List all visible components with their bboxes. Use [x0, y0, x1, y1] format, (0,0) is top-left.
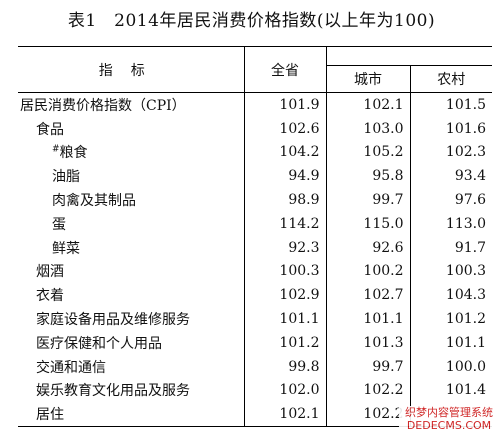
cell-province: 102.9	[244, 283, 327, 308]
footnote-mark: #	[52, 144, 60, 155]
cell-rural: 113.0	[445, 215, 486, 232]
table-row: 医疗保健和个人用品 101.2 101.3 101.1	[18, 330, 492, 355]
table-row: 娱乐教育文化用品及服务 102.0 102.2 101.4	[18, 378, 492, 403]
cell-province: 100.3	[244, 259, 327, 284]
cell-province: 101.1	[244, 307, 327, 331]
cell-city: 102.7	[326, 283, 411, 308]
cell-rural: 101.4	[445, 382, 486, 399]
row-label: 居住	[36, 407, 64, 424]
cell-province: 102.6	[244, 116, 327, 141]
table-row: 衣着 102.9 102.7 104.3	[18, 283, 492, 308]
cell-rural: 97.6	[454, 192, 486, 209]
cell-city: 101.3	[326, 330, 411, 355]
cell-city: 102.2	[326, 402, 411, 428]
cell-province: 104.2	[244, 140, 327, 165]
cell-rural: 91.7	[454, 239, 486, 256]
row-label: 食品	[36, 121, 64, 138]
cell-province: 99.8	[244, 354, 327, 379]
row-label: 娱乐教育文化用品及服务	[36, 383, 190, 400]
table-row: 蛋 114.2 115.0 113.0	[18, 211, 492, 236]
cell-city: 99.7	[326, 188, 411, 212]
table-row: 油脂 94.9 95.8 93.4	[18, 164, 492, 189]
cell-province: 92.3	[244, 235, 327, 260]
table-row: 烟酒 100.3 100.2 100.3	[18, 259, 492, 284]
cell-city: 103.0	[326, 116, 411, 141]
cell-province: 102.1	[244, 402, 327, 428]
row-label: 衣着	[36, 288, 64, 305]
header-spacer	[326, 47, 492, 66]
cell-rural: 101.6	[445, 120, 486, 137]
cell-city: 102.2	[326, 378, 411, 403]
cell-province: 101.9	[244, 92, 327, 117]
row-label: 医疗保健和个人用品	[36, 335, 162, 352]
cpi-table: 指标 全省 城市 农村 居民消费价格指数（CPI） 101.9 102.1 101.5…	[18, 46, 492, 428]
row-label: 肉禽及其制品	[52, 193, 136, 210]
row-indicator-name: 蛋	[18, 211, 245, 236]
table-row: 家庭设备用品及维修服务 101.1 101.1 101.2	[18, 307, 492, 331]
watermark-line1: 织梦内容管理系统	[405, 406, 493, 419]
row-indicator-name: 油脂	[18, 164, 245, 189]
cell-rural: 102.3	[445, 144, 486, 161]
row-indicator-name: 烟酒	[18, 259, 245, 284]
row-indicator-name: 居住	[18, 402, 245, 428]
row-indicator-name: 交通和通信	[18, 354, 245, 379]
table-row: 交通和通信 99.8 99.7 100.0	[18, 354, 492, 379]
row-label: 油脂	[52, 169, 80, 186]
row-label: 居民消费价格指数（CPI）	[20, 97, 186, 114]
row-indicator-name: #粮食	[18, 140, 245, 165]
table-body: 居民消费价格指数（CPI） 101.9 102.1 101.5 食品 102.6 103.0…	[18, 92, 492, 428]
row-label: 蛋	[52, 216, 66, 233]
cell-rural: 93.4	[454, 168, 486, 185]
cell-city: 115.0	[326, 211, 411, 236]
cell-province: 102.0	[244, 378, 327, 403]
cell-rural: 101.5	[445, 96, 486, 113]
watermark-line2: DEDECMS.COM	[406, 419, 492, 432]
cell-rural: 100.3	[445, 263, 486, 280]
cell-city: 99.7	[326, 354, 411, 379]
cell-city: 100.2	[326, 259, 411, 284]
cell-city: 101.1	[326, 307, 411, 331]
cell-rural: 101.2	[445, 311, 486, 328]
watermark-logo: 织梦内容管理系统 DEDECMS.COM	[399, 406, 499, 438]
cell-city: 95.8	[326, 164, 411, 189]
cell-rural: 104.3	[445, 287, 486, 304]
header-rural: 农村	[410, 65, 492, 93]
cell-city: 105.2	[326, 140, 411, 165]
row-label: 粮食	[59, 145, 88, 162]
row-label: 交通和通信	[36, 359, 106, 376]
cell-city: 92.6	[326, 235, 411, 260]
header-indicator: 指标	[18, 46, 245, 93]
header-city: 城市	[326, 65, 411, 93]
cell-city: 102.1	[326, 92, 411, 117]
row-indicator-name: 肉禽及其制品	[18, 188, 245, 212]
header-province: 全省	[244, 46, 327, 93]
cell-rural: 101.1	[445, 334, 486, 351]
table-title: 表1 2014年居民消费价格指数(以上年为100)	[67, 11, 436, 31]
table-row: 居民消费价格指数（CPI） 101.9 102.1 101.5	[18, 92, 492, 117]
table-row: 肉禽及其制品 98.9 99.7 97.6	[18, 188, 492, 212]
table-row: #粮食 104.2 105.2 102.3	[18, 140, 492, 165]
table-row: 食品 102.6 103.0 101.6	[18, 116, 492, 141]
row-indicator-name: 鲜菜	[18, 235, 245, 260]
row-indicator-name: 娱乐教育文化用品及服务	[18, 378, 245, 403]
row-indicator-name: 食品	[18, 116, 245, 141]
row-label: 家庭设备用品及维修服务	[36, 312, 190, 329]
cell-province: 98.9	[244, 188, 327, 212]
row-indicator-name: 家庭设备用品及维修服务	[18, 307, 245, 331]
cell-rural: 100.0	[445, 358, 486, 375]
cell-province: 101.2	[244, 330, 327, 355]
row-indicator-name: 衣着	[18, 283, 245, 308]
row-label: 烟酒	[36, 264, 64, 281]
row-indicator-name: 医疗保健和个人用品	[18, 330, 245, 355]
row-indicator-name: 居民消费价格指数（CPI）	[18, 92, 245, 117]
row-label: 鲜菜	[52, 240, 80, 257]
cell-province: 94.9	[244, 164, 327, 189]
table-row: 鲜菜 92.3 92.6 91.7	[18, 235, 492, 260]
cell-province: 114.2	[244, 211, 327, 236]
